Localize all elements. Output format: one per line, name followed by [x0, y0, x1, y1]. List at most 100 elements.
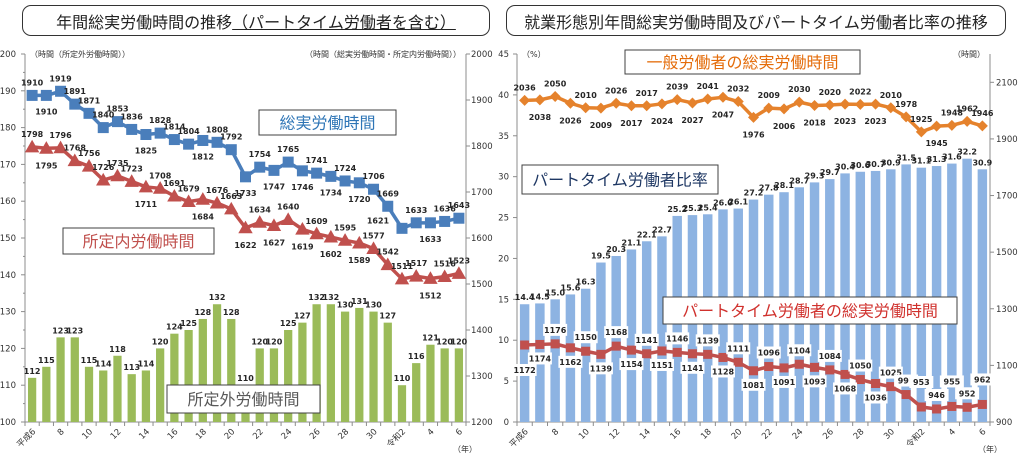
line-data-label: 1741: [305, 156, 328, 165]
diamond-marker: [931, 120, 943, 132]
bar: [657, 236, 667, 422]
bar-data-label: 25.3: [683, 204, 703, 213]
bar: [298, 322, 307, 422]
y-right-tick-label: 1800: [471, 142, 493, 152]
bar-data-label: 132: [209, 293, 226, 302]
data-label-background: [649, 358, 674, 371]
bar-data-label: 14.5: [530, 292, 550, 301]
bar: [947, 163, 957, 423]
bar-data-label: 110: [237, 374, 254, 383]
bar: [962, 158, 972, 423]
square-marker: [565, 343, 575, 353]
bar-data-label: 110: [394, 374, 411, 383]
bar: [340, 311, 350, 422]
square-marker: [825, 365, 835, 375]
bar: [369, 311, 378, 422]
bar-data-label: 115: [81, 356, 98, 365]
bar: [70, 337, 79, 422]
bar: [312, 304, 321, 422]
x-tick-label: 16: [166, 427, 181, 442]
bar-data-label: 15.0: [545, 288, 565, 297]
data-label-background: [787, 344, 812, 357]
x-tick-label: 18: [194, 427, 209, 442]
diamond-marker: [519, 94, 531, 106]
square-marker: [26, 89, 38, 101]
line-data-label: 1812: [192, 152, 214, 161]
line-data-label: 1139: [697, 336, 720, 345]
bar: [977, 169, 988, 422]
line-data-label: 2036: [513, 83, 536, 92]
diamond-marker: [854, 98, 866, 110]
line-data-label: 1084: [819, 352, 842, 361]
data-label-background: [558, 355, 583, 368]
line-data-label: 1176: [544, 326, 567, 335]
line-data-label: 1808: [206, 125, 229, 134]
line-data-label: 1734: [320, 188, 343, 197]
line-data-label: 2017: [620, 119, 642, 128]
legend-label: 総実労働時間: [279, 113, 375, 132]
diamond-marker: [686, 97, 698, 109]
square-marker: [396, 222, 408, 234]
bar-data-label: 31.5: [896, 153, 916, 162]
bar: [99, 370, 108, 422]
line-data-label: 1825: [135, 147, 158, 156]
square-marker: [439, 215, 451, 227]
line-data-label: 1542: [377, 248, 399, 257]
line-data-label: 1684: [192, 212, 215, 221]
triangle-marker: [81, 159, 97, 172]
y-right-tick-label: 1700: [471, 188, 493, 198]
diamond-marker: [534, 94, 546, 106]
x-tick-label: 24: [280, 427, 295, 442]
x-tick-label: 28: [336, 427, 351, 442]
line-data-label: 1978: [895, 100, 918, 109]
square-marker: [325, 170, 337, 182]
y-left-tick-label: 190: [0, 87, 16, 97]
chart-annual-working-hours: 100 110 120 130 140 150 160 170 180 190 200 1200 130…: [0, 49, 493, 454]
square-marker: [40, 89, 52, 101]
triangle-marker: [280, 212, 296, 225]
line-data-label: 1663: [220, 192, 242, 201]
data-label-background: [665, 332, 690, 345]
bar: [383, 322, 392, 422]
y-right-axis-title: （時間）: [953, 50, 985, 59]
bar-data-label: 121: [422, 334, 439, 343]
bar-data-label: 31.1: [911, 157, 931, 166]
triangle-marker: [451, 266, 467, 279]
bar-data-label: 25.4: [698, 203, 718, 212]
y-right-tick-label: 1200: [471, 418, 493, 428]
x-tick-label: 16: [669, 427, 684, 442]
triangle-marker: [437, 269, 452, 283]
x-tick-label: 24: [791, 427, 806, 442]
bar: [212, 304, 222, 422]
square-marker: [311, 167, 323, 179]
square-marker: [840, 369, 850, 379]
line-data-label: 1792: [220, 133, 242, 142]
x-tick-label: 12: [109, 427, 124, 442]
line-data-label: 1523: [448, 256, 470, 265]
series-legend-box: 一般労働者の総実労働時間: [624, 49, 861, 75]
line-data-label: 1804: [177, 127, 200, 136]
square-marker: [353, 177, 365, 189]
square-marker: [382, 200, 394, 212]
triangle-marker: [209, 195, 225, 209]
x-tick-label: 6: [454, 427, 465, 438]
diamond-marker: [809, 100, 821, 112]
line-data-label: 1798: [21, 130, 44, 139]
x-tick-label: 28: [852, 427, 867, 442]
triangle-marker: [96, 172, 111, 186]
square-marker: [410, 217, 422, 229]
y-left-tick-label: 20: [498, 254, 509, 264]
legend-label: パートタイム労働者の総実労働時間: [682, 301, 938, 320]
bar-data-label: 113: [123, 363, 140, 372]
triangle-marker: [352, 235, 367, 249]
bar-data-label: 120: [251, 337, 268, 346]
square-marker: [626, 345, 636, 355]
square-marker: [947, 401, 957, 411]
data-label-background: [848, 359, 873, 372]
line-data-label: 2039: [666, 83, 689, 92]
line-data-label: 1756: [78, 149, 101, 158]
bar-data-label: 26.0: [713, 198, 733, 207]
square-marker: [581, 346, 591, 356]
square-marker: [764, 362, 774, 372]
